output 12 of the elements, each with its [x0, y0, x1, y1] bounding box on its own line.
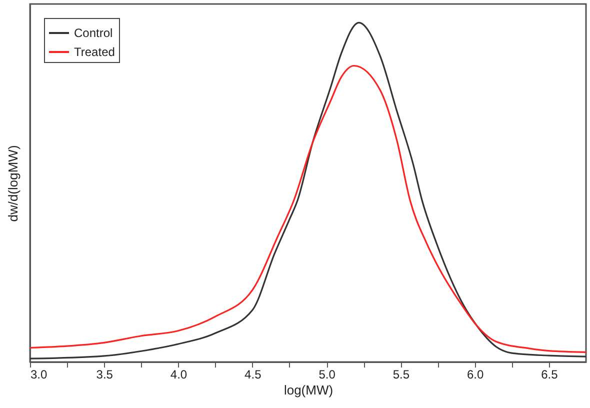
- x-tick-label: 3.0: [30, 368, 48, 382]
- x-tick-label: 6.0: [466, 368, 484, 382]
- x-tick-label: 4.0: [170, 368, 188, 382]
- legend-label: Control: [74, 26, 113, 40]
- x-tick-label: 5.0: [318, 368, 336, 382]
- x-tick-label: 6.5: [541, 368, 558, 382]
- y-axis-title: dw/d(logMW): [6, 145, 20, 222]
- x-tick-label: 3.5: [96, 368, 114, 382]
- legend-label: Treated: [74, 45, 115, 59]
- x-tick-label: 5.5: [392, 368, 410, 382]
- x-axis-title: log(MW): [284, 382, 334, 398]
- x-tick-label: 4.5: [244, 368, 262, 382]
